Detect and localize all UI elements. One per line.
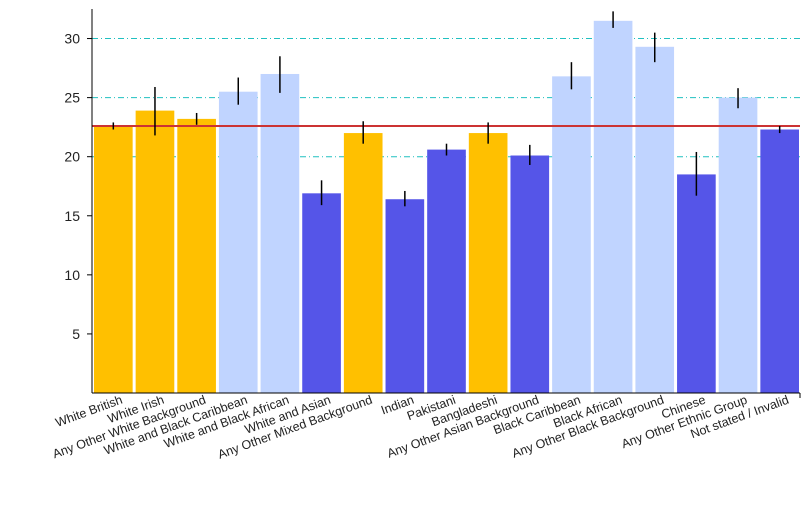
bar (218, 91, 258, 393)
bar (677, 174, 716, 393)
bar (302, 193, 341, 393)
y-tick-label: 20 (64, 149, 80, 165)
bar (510, 155, 550, 393)
y-tick-label: 15 (64, 208, 80, 224)
y-tick-label: 30 (64, 31, 80, 47)
bar (718, 97, 758, 393)
bar (177, 118, 216, 393)
bar (760, 129, 799, 394)
bar (593, 20, 633, 394)
bar (94, 125, 133, 394)
bar (427, 149, 466, 393)
error-bars (112, 11, 781, 207)
bar (468, 133, 508, 394)
bar (260, 73, 300, 393)
bar (552, 76, 591, 394)
bar (385, 199, 425, 393)
axes: 5 10 15 20 25 30 (64, 9, 801, 398)
y-tick-label: 10 (64, 267, 80, 283)
bar (135, 110, 175, 393)
bars (94, 20, 799, 394)
y-tick-label: 5 (72, 326, 80, 342)
y-tick-label: 25 (64, 90, 80, 106)
bar (635, 46, 675, 393)
bar (343, 133, 383, 394)
